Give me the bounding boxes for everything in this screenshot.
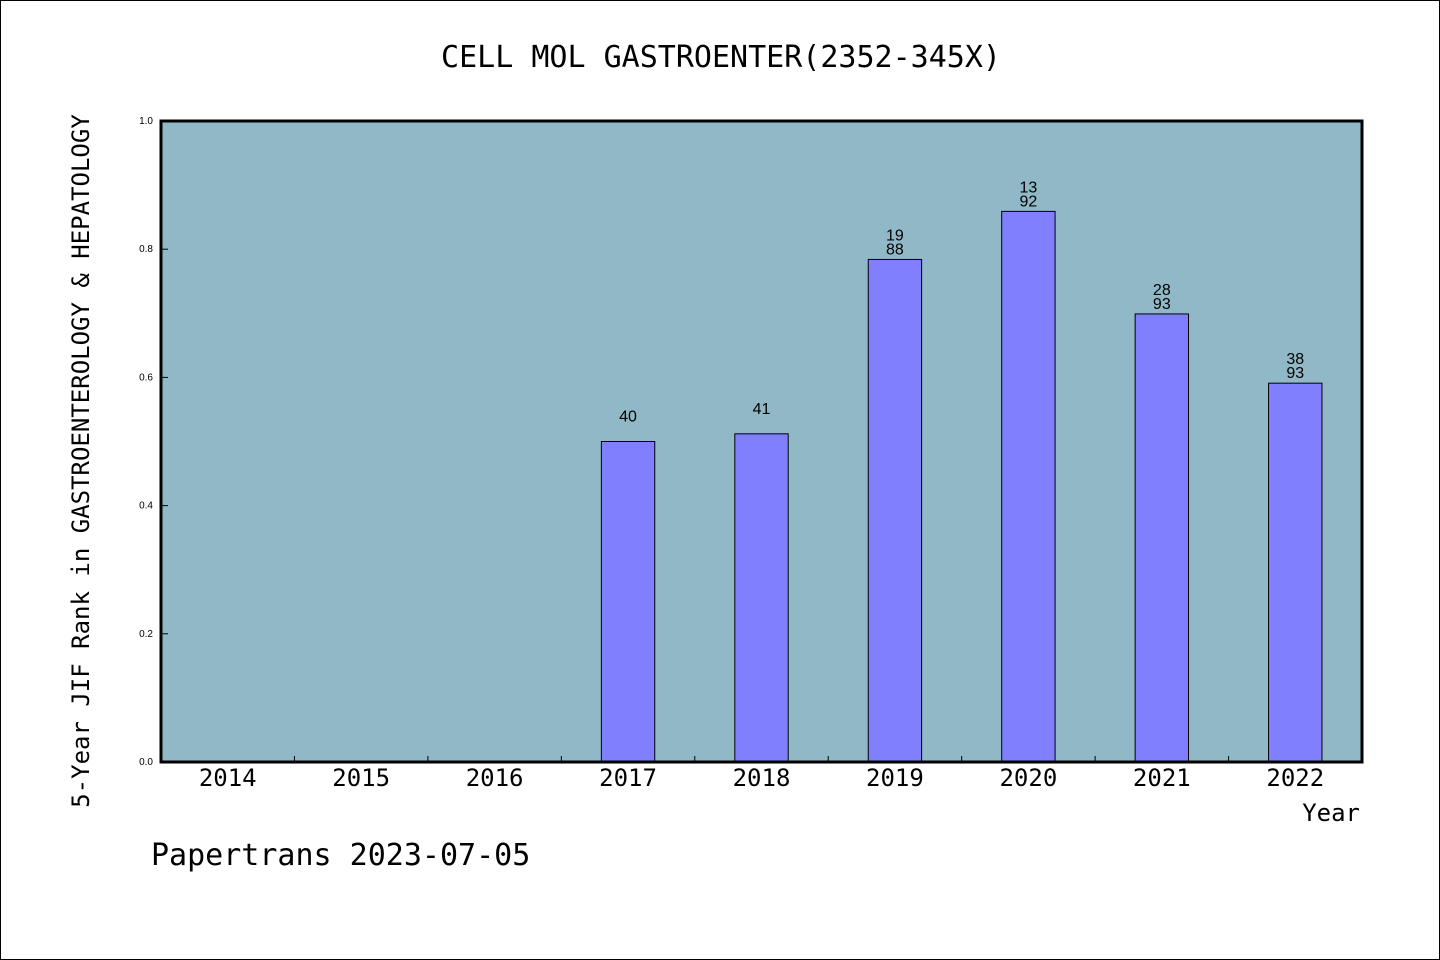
bar <box>1001 210 1056 763</box>
x-tick-label: 2019 <box>866 764 924 792</box>
bar <box>600 441 656 763</box>
x-tick-label: 2018 <box>733 764 791 792</box>
bar-data-label-numerator: 13 <box>1019 179 1037 196</box>
bar-data-label-denominator: 93 <box>1286 365 1304 382</box>
y-tick-label: 0.8 <box>139 244 153 255</box>
bar-data-label-denominator: 93 <box>1153 296 1171 313</box>
bar-data-label-numerator: 28 <box>1153 282 1171 299</box>
plot-area <box>159 119 1364 764</box>
bar-data-label-denominator: 92 <box>1019 193 1037 210</box>
bar <box>1268 382 1323 763</box>
y-axis-label: 5-Year JIF Rank in GASTROENTEROLOGY & HE… <box>67 114 95 808</box>
y-tick-label: 0.6 <box>139 372 153 383</box>
x-tick-label: 2014 <box>199 764 257 792</box>
bar <box>1134 313 1190 763</box>
bar <box>734 433 789 763</box>
bar <box>867 258 923 763</box>
x-axis-label: Year <box>1302 799 1360 827</box>
x-tick-label: 2016 <box>466 764 524 792</box>
x-tick-label: 2015 <box>332 764 390 792</box>
y-tick-label: 0.4 <box>139 501 153 512</box>
y-tick-label: 0.0 <box>139 757 153 768</box>
bar-data-label: 41 <box>753 401 771 418</box>
footer-text: Papertrans 2023-07-05 <box>151 838 530 873</box>
bar-data-label-numerator: 38 <box>1286 351 1304 368</box>
x-tick-label: 2022 <box>1266 764 1324 792</box>
chart-title: CELL MOL GASTROENTER(2352-345X) <box>441 40 1001 75</box>
x-tick-label: 2020 <box>999 764 1057 792</box>
y-tick-label: 1.0 <box>139 116 153 127</box>
x-tick-label: 2021 <box>1133 764 1191 792</box>
x-tick-label: 2017 <box>599 764 657 792</box>
bar-data-label-numerator: 19 <box>886 227 904 244</box>
x-tick-group: 2014 2015 2016 2017 2018 2019 2020 2021 2022 <box>199 756 1324 792</box>
bar-data-label: 40 <box>619 409 637 426</box>
y-tick-label: 0.2 <box>139 629 153 640</box>
bar-data-label-denominator: 88 <box>886 241 904 258</box>
